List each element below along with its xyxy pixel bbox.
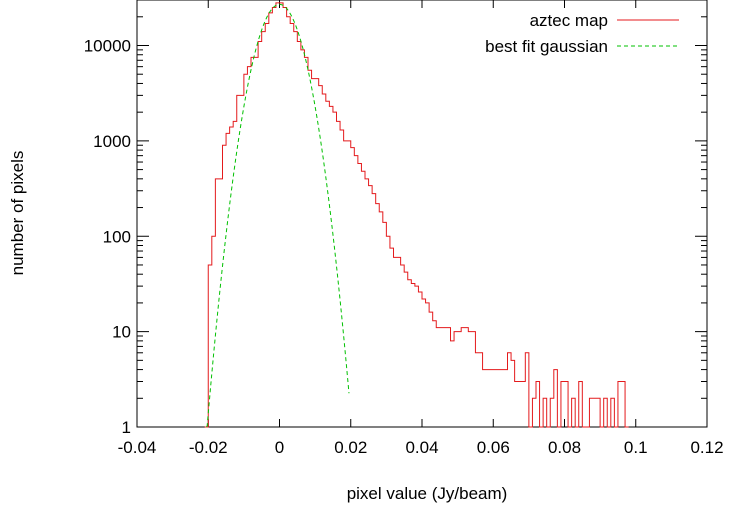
- y-tick-labels: 1 10 100 1000 10000: [84, 37, 131, 437]
- y-tick-label: 10: [112, 323, 131, 342]
- x-tick-label: 0.08: [548, 438, 581, 457]
- x-tick-label: 0: [275, 438, 284, 457]
- tick-marks: [136, 0, 708, 428]
- legend-label-best-fit-gaussian: best fit gaussian: [485, 37, 608, 56]
- y-tick-label: 10000: [84, 37, 131, 56]
- x-tick-label: 0.04: [405, 438, 438, 457]
- x-tick-labels: -0.04 -0.02 0 0.02 0.04 0.06 0.08 0.1 0.12: [118, 438, 724, 457]
- legend: aztec map best fit gaussian: [485, 11, 679, 56]
- x-tick-label: 0.02: [334, 438, 367, 457]
- plot-frame: [136, 0, 708, 428]
- series-best-fit-gaussian: [206, 3, 350, 428]
- legend-label-aztec-map: aztec map: [530, 11, 608, 30]
- y-tick-label: 1000: [93, 132, 131, 151]
- x-tick-label: 0.1: [624, 438, 648, 457]
- x-tick-label: -0.02: [189, 438, 228, 457]
- series-layer: [204, 2, 629, 428]
- x-axis-label: pixel value (Jy/beam): [347, 484, 508, 503]
- y-axis-label: number of pixels: [8, 151, 27, 276]
- x-tick-label: 0.06: [477, 438, 510, 457]
- y-tick-label: 100: [103, 227, 131, 246]
- y-tick-label: 1: [122, 418, 131, 437]
- series-aztec-map: [204, 2, 629, 428]
- x-tick-label: -0.04: [118, 438, 157, 457]
- x-tick-label: 0.12: [690, 438, 723, 457]
